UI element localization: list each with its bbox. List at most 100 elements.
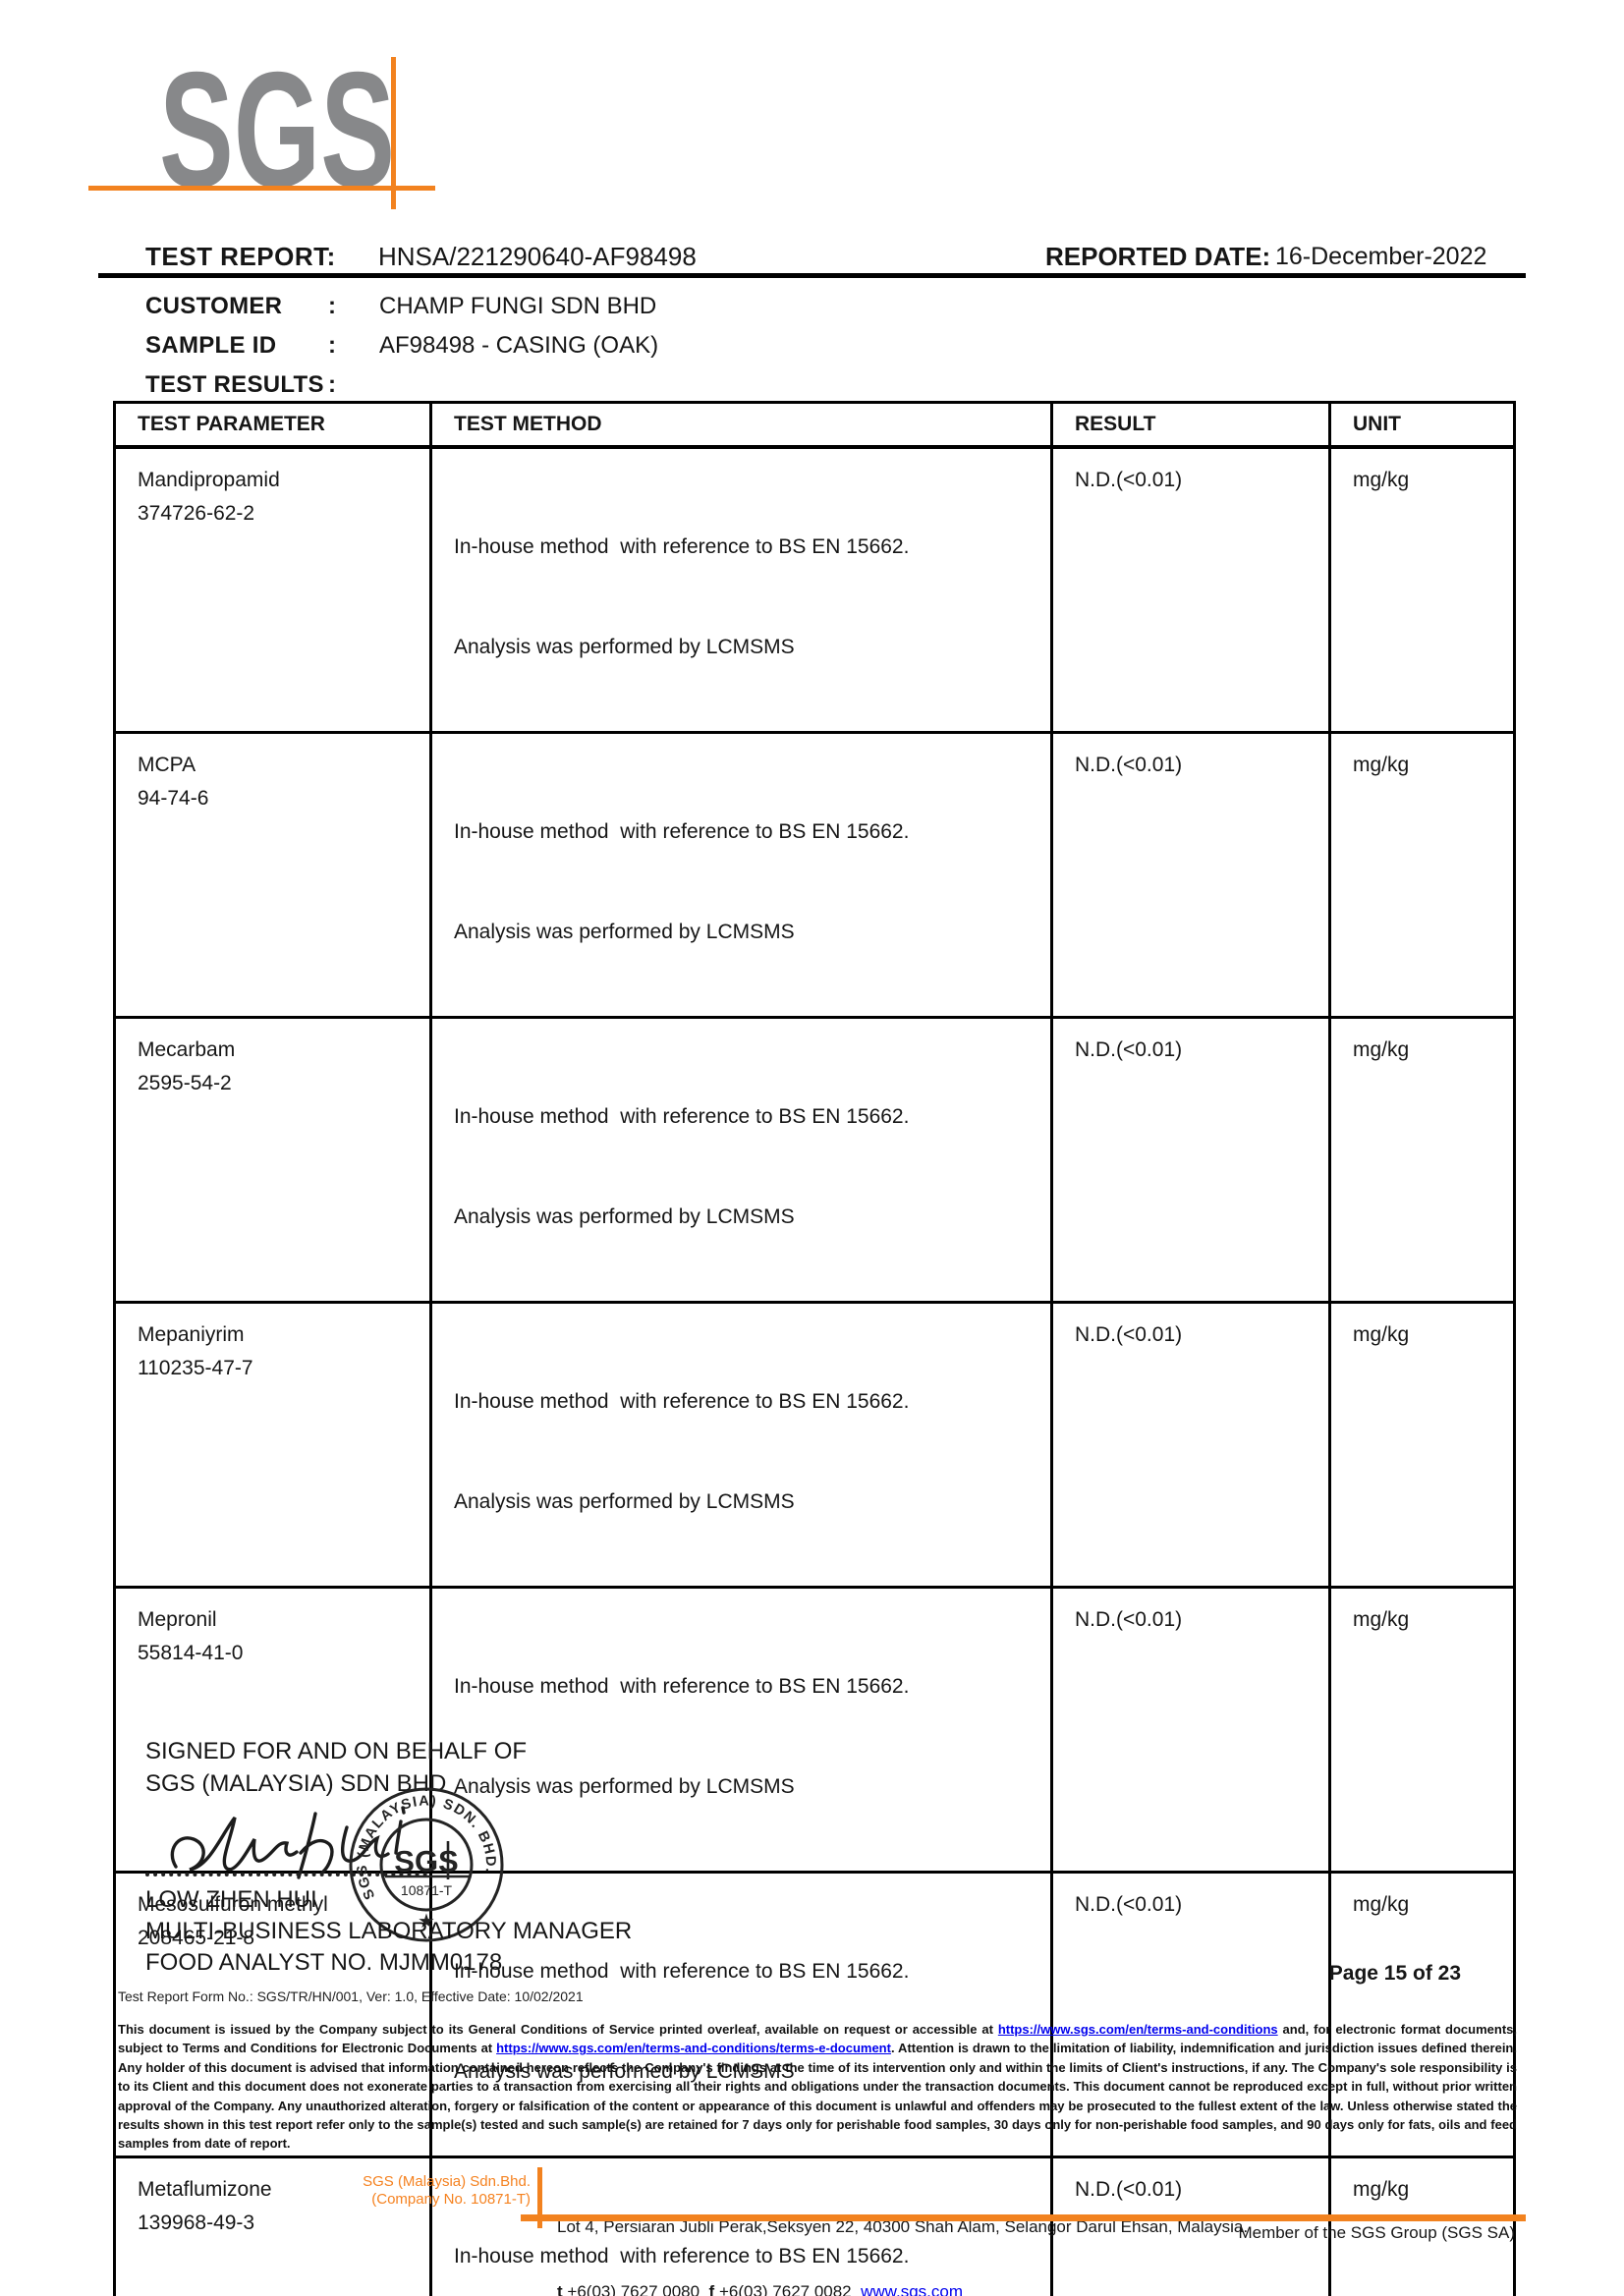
method-line-2: Analysis was performed by LCMSMS — [454, 920, 795, 943]
terms-e-document-link[interactable]: https://www.sgs.com/en/terms-and-conditi… — [496, 2041, 891, 2056]
report-number: HNSA/221290640-AF98498 — [378, 242, 697, 271]
result-value: N.D.(<0.01) — [1075, 1322, 1183, 1346]
result-cell: N.D.(<0.01) — [1050, 730, 1331, 1019]
table-row: Mepaniyrim 110235-47-7 In-house method w… — [113, 1300, 1516, 1589]
method-line-2: Analysis was performed by LCMSMS — [454, 1489, 795, 1513]
result-value: N.D.(<0.01) — [1075, 753, 1183, 776]
method-line-2: Analysis was performed by LCMSMS — [454, 1774, 795, 1798]
tel-value: +6(03) 7627 0080 — [562, 2282, 709, 2296]
unit-value: mg/kg — [1353, 1892, 1410, 1916]
result-cell: N.D.(<0.01) — [1050, 2155, 1331, 2296]
method-line-1: In-house method with reference to BS EN … — [454, 1674, 910, 1698]
method-cell: In-house method with reference to BS EN … — [429, 1300, 1053, 1589]
tel-label: t — [557, 2282, 563, 2296]
stamp-company-number: 10871-T — [401, 1882, 453, 1898]
parameter-cas-number: 55814-41-0 — [138, 1641, 244, 1664]
sgs-logo-text: SGS — [159, 63, 395, 200]
parameter-name: Metaflumizone — [138, 2177, 272, 2201]
stamp-inner-circle — [379, 1818, 474, 1912]
sgs-logo: SGS — [159, 63, 395, 200]
legal-segment-3: . Attention is drawn to the limitation o… — [118, 2041, 1517, 2152]
parameter-name: Mandipropamid — [138, 468, 280, 491]
member-of-sgs-group: Member of the SGS Group (SGS SA) — [1238, 2223, 1515, 2242]
page-number: Page 15 of 23 — [1328, 1962, 1461, 1985]
fax-label: f — [708, 2282, 715, 2296]
method-line-1: In-house method with reference to BS EN … — [454, 819, 910, 843]
results-table: TEST PARAMETER TEST METHOD RESULT UNIT M… — [113, 401, 1516, 2296]
method-cell: In-house method with reference to BS EN … — [429, 2155, 1053, 2296]
column-header-unit: UNIT — [1328, 401, 1516, 449]
report-label: TEST REPORT: — [145, 242, 336, 271]
unit-value: mg/kg — [1353, 468, 1410, 491]
signed-for-line: SIGNED FOR AND ON BEHALF OF — [145, 1738, 528, 1764]
result-cell: N.D.(<0.01) — [1050, 1300, 1331, 1589]
parameter-name: Mepaniyrim — [138, 1322, 245, 1346]
parameter-cas-number: 139968-49-3 — [138, 2211, 255, 2234]
result-value: N.D.(<0.01) — [1075, 2177, 1183, 2201]
results-table-header: TEST PARAMETER TEST METHOD RESULT UNIT — [113, 401, 1516, 449]
column-header-result: RESULT — [1050, 401, 1331, 449]
results-table-body: Mandipropamid 374726-62-2 In-house metho… — [113, 445, 1516, 2296]
table-row: Mandipropamid 374726-62-2 In-house metho… — [113, 445, 1516, 734]
parameter-cas-number: 110235-47-7 — [138, 1356, 253, 1379]
reported-date-value: 16-December-2022 — [1275, 243, 1487, 270]
unit-value: mg/kg — [1353, 1607, 1410, 1631]
result-value: N.D.(<0.01) — [1075, 1037, 1183, 1061]
stamp-outer-circle — [349, 1787, 504, 1942]
signed-company-line: SGS (MALAYSIA) SDN BHD — [145, 1770, 447, 1797]
parameter-cell: Mesosulfuron methyl 208465-21-8 — [113, 1870, 432, 2158]
signatory-analyst-number: FOOD ANALYST NO. MJMM0178 — [145, 1949, 503, 1976]
parameter-cell: Metaflumizone 139968-49-3 — [113, 2155, 432, 2296]
test-results-colon: : — [328, 371, 336, 398]
unit-value: mg/kg — [1353, 1322, 1410, 1346]
parameter-name: Mesosulfuron methyl — [138, 1892, 328, 1916]
table-row: Mesosulfuron methyl 208465-21-8 In-house… — [113, 1870, 1516, 2158]
customer-colon: : — [328, 293, 336, 319]
stamp-star-icon: ★ — [418, 1911, 435, 1932]
parameter-cell: Mepronil 55814-41-0 — [113, 1585, 432, 1874]
unit-cell: mg/kg — [1328, 1300, 1516, 1589]
company-stamp: SGS (MALAYSIA) SDN. BHD. SGS 10871-T ★ — [349, 1787, 504, 1942]
parameter-name: MCPA — [138, 753, 196, 776]
method-cell: In-house method with reference to BS EN … — [429, 1870, 1053, 2158]
footer-address-block: Lot 4, Persiaran Jubli Perak,Seksyen 22,… — [557, 2173, 1248, 2296]
footer-contact-line: t +6(03) 7627 0080 f +6(03) 7627 0082 ww… — [557, 2281, 1248, 2296]
method-line-2: Analysis was performed by LCMSMS — [454, 635, 795, 658]
method-line-1: In-house method with reference to BS EN … — [454, 1959, 910, 1983]
method-line-1: In-house method with reference to BS EN … — [454, 1389, 910, 1413]
sample-id-label: SAMPLE ID — [145, 332, 277, 359]
signatory-name: LOW ZHEN HUI — [145, 1886, 317, 1913]
parameter-name: Mecarbam — [138, 1037, 236, 1061]
unit-value: mg/kg — [1353, 1037, 1410, 1061]
reported-date-label: REPORTED DATE: — [1045, 242, 1271, 271]
parameter-cell: MCPA 94-74-6 — [113, 730, 432, 1019]
report-form-number: Test Report Form No.: SGS/TR/HN/001, Ver… — [118, 1988, 584, 2004]
logo-orange-horizontal-line — [88, 186, 435, 191]
method-cell: In-house method with reference to BS EN … — [429, 445, 1053, 734]
parameter-cell: Mecarbam 2595-54-2 — [113, 1015, 432, 1304]
footer-orange-rule — [521, 2214, 1526, 2221]
unit-cell: mg/kg — [1328, 2155, 1516, 2296]
signatory-title: MULTI-BUSINESS LABORATORY MANAGER — [145, 1918, 633, 1944]
method-line-1: In-house method with reference to BS EN … — [454, 1104, 910, 1128]
logo-orange-vertical-line — [391, 57, 396, 209]
unit-cell: mg/kg — [1328, 445, 1516, 734]
footer-company-name: SGS (Malaysia) Sdn.Bhd. — [363, 2173, 531, 2190]
footer-company-number: (Company No. 10871-T) — [371, 2191, 531, 2208]
signature-dotted-line — [145, 1851, 427, 1876]
signatory-block: LOW ZHEN HUI MULTI-BUSINESS LABORATORY M… — [145, 1884, 632, 1979]
method-line-1: In-house method with reference to BS EN … — [454, 534, 910, 558]
column-header-test-method: TEST METHOD — [429, 401, 1053, 449]
method-line-2: Analysis was performed by LCMSMS — [454, 1204, 795, 1228]
customer-value: CHAMP FUNGI SDN BHD — [379, 293, 657, 319]
signed-for-block: SIGNED FOR AND ON BEHALF OF SGS (MALAYSI… — [145, 1735, 527, 1800]
result-cell: N.D.(<0.01) — [1050, 445, 1331, 734]
sgs-website-link[interactable]: www.sgs.com — [861, 2282, 964, 2296]
parameter-cell: Mandipropamid 374726-62-2 — [113, 445, 432, 734]
parameter-cas-number: 208465-21-8 — [138, 1926, 255, 1949]
terms-link[interactable]: https://www.sgs.com/en/terms-and-conditi… — [997, 2022, 1278, 2037]
legal-segment-1: This document is issued by the Company s… — [118, 2022, 998, 2037]
footer-address-line: Lot 4, Persiaran Jubli Perak,Seksyen 22,… — [557, 2217, 1249, 2236]
legal-disclaimer: This document is issued by the Company s… — [118, 2020, 1517, 2154]
parameter-cas-number: 2595-54-2 — [138, 1071, 232, 1094]
